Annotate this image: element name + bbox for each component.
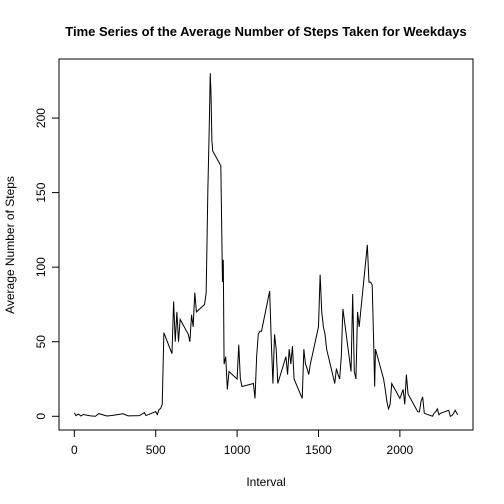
x-tick-label: 1500 [305, 443, 332, 457]
y-axis-label: Average Number of Steps [3, 176, 17, 314]
x-tick-label: 1000 [224, 443, 251, 457]
y-tick-label: 200 [34, 108, 48, 128]
data-line [73, 73, 459, 417]
x-axis-label: Interval [246, 475, 285, 489]
y-tick-label: 100 [34, 257, 48, 277]
x-tick-label: 2000 [387, 443, 414, 457]
y-tick-label: 50 [34, 335, 48, 349]
y-tick-label: 0 [34, 413, 48, 420]
x-tick-label: 0 [71, 443, 78, 457]
x-tick-label: 500 [146, 443, 166, 457]
y-tick-label: 150 [34, 182, 48, 202]
chart-title: Time Series of the Average Number of Ste… [65, 24, 466, 39]
plot-frame [58, 58, 474, 431]
